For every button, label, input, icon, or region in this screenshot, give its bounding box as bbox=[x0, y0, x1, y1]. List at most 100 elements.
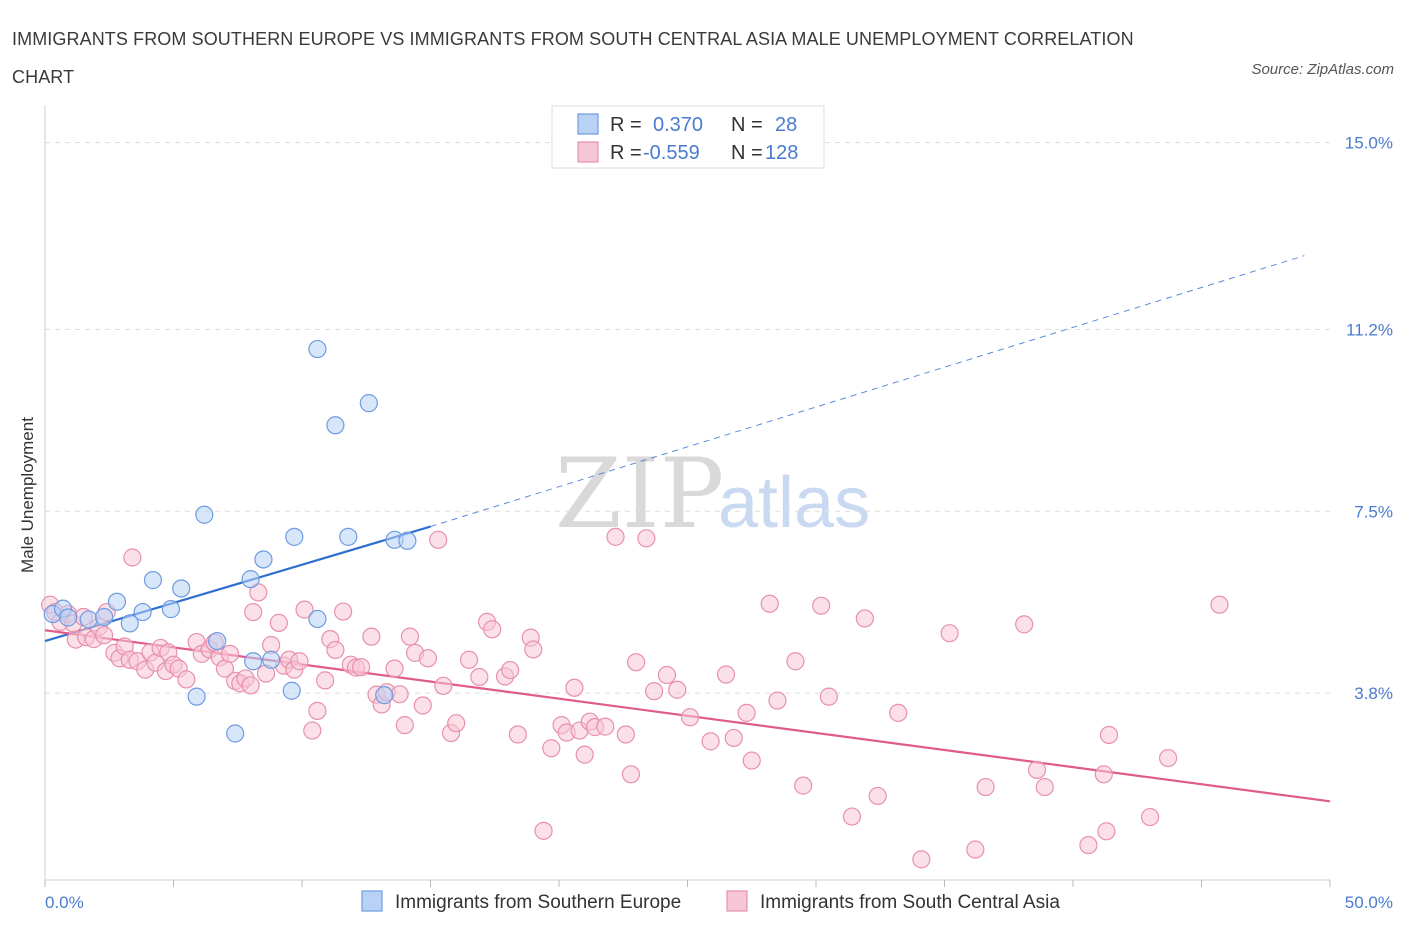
series-south-central-asia bbox=[41, 527, 1229, 869]
pink-point-82 bbox=[542, 739, 561, 758]
x-tick-label-1: 50.0% bbox=[1345, 893, 1393, 912]
y-axis-title: Male Unemployment bbox=[18, 417, 37, 573]
blue-point-26 bbox=[375, 686, 394, 705]
blue-point-15 bbox=[241, 570, 260, 589]
pink-point-99 bbox=[680, 708, 700, 727]
pink-point-104 bbox=[742, 751, 761, 770]
blue-point-7 bbox=[133, 602, 152, 622]
legend-r-value-1: 0.370 bbox=[653, 114, 703, 136]
pink-point-115 bbox=[912, 850, 931, 869]
pink-point-97 bbox=[657, 665, 677, 685]
blue-point-3 bbox=[79, 610, 98, 629]
pink-point-67 bbox=[418, 649, 438, 668]
pink-point-119 bbox=[1015, 615, 1034, 634]
bottom-legend-swatch-blue bbox=[361, 890, 383, 912]
legend-swatch-pink bbox=[577, 141, 599, 163]
legend-swatch-blue bbox=[577, 113, 599, 135]
chart-title: IMMIGRANTS FROM SOUTHERN EUROPE VS IMMIG… bbox=[12, 29, 1134, 87]
pink-point-50 bbox=[316, 671, 335, 690]
pink-point-81 bbox=[534, 821, 553, 840]
pink-point-107 bbox=[786, 652, 805, 671]
pink-point-52 bbox=[326, 640, 345, 660]
legend-r-label-2: R = bbox=[610, 142, 642, 164]
pink-point-94 bbox=[626, 653, 646, 672]
pink-point-127 bbox=[1158, 748, 1178, 768]
pink-point-47 bbox=[295, 600, 314, 619]
pink-point-62 bbox=[390, 685, 409, 704]
series-southern-europe bbox=[43, 339, 417, 743]
pink-point-117 bbox=[966, 840, 985, 859]
pink-point-120 bbox=[1027, 760, 1047, 779]
pink-point-69 bbox=[434, 676, 453, 695]
axes bbox=[44, 105, 1331, 887]
pink-point-37 bbox=[241, 676, 260, 695]
pink-point-92 bbox=[616, 725, 635, 744]
y-tick-labels: 3.8% 7.5% 11.2% 15.0% bbox=[1345, 134, 1393, 704]
blue-point-13 bbox=[208, 631, 227, 651]
blue-point-8 bbox=[143, 571, 163, 590]
pink-point-125 bbox=[1099, 725, 1119, 745]
blue-point-9 bbox=[161, 600, 181, 619]
pink-point-78 bbox=[508, 725, 527, 744]
watermark-zip: ZIP bbox=[555, 438, 724, 550]
trend-line-southern-europe-extrapolated bbox=[430, 255, 1305, 528]
pink-point-110 bbox=[819, 687, 838, 706]
blue-point-17 bbox=[254, 550, 273, 569]
pink-point-38 bbox=[244, 602, 263, 622]
bottom-legend-label-blue: Immigrants from Southern Europe bbox=[395, 892, 681, 913]
source-label: Source: ZipAtlas.com bbox=[1251, 61, 1394, 78]
pink-point-126 bbox=[1140, 807, 1160, 827]
pink-point-48 bbox=[303, 721, 322, 740]
blue-point-11 bbox=[187, 687, 206, 706]
pink-point-124 bbox=[1097, 822, 1116, 841]
blue-point-28 bbox=[398, 531, 417, 550]
pink-point-85 bbox=[565, 678, 584, 697]
blue-point-6 bbox=[120, 614, 139, 633]
x-tick-label-0: 0.0% bbox=[45, 893, 84, 912]
pink-point-98 bbox=[668, 680, 687, 699]
pink-point-112 bbox=[855, 609, 874, 628]
pink-point-57 bbox=[362, 627, 381, 646]
y-tick-label-2: 11.2% bbox=[1346, 320, 1393, 339]
blue-point-12 bbox=[195, 505, 214, 524]
pink-point-87 bbox=[575, 745, 594, 764]
legend-n-value-2: 128 bbox=[765, 142, 798, 164]
pink-point-93 bbox=[621, 765, 641, 784]
blue-point-21 bbox=[308, 609, 327, 629]
legend-n-value-1: 28 bbox=[775, 114, 797, 136]
blue-point-5 bbox=[107, 592, 127, 611]
pink-point-64 bbox=[400, 627, 420, 646]
pink-point-71 bbox=[447, 714, 466, 733]
y-tick-label-0: 3.8% bbox=[1354, 684, 1393, 703]
pink-point-26 bbox=[177, 670, 196, 689]
pink-point-33 bbox=[220, 644, 240, 663]
pink-point-63 bbox=[395, 716, 414, 735]
pink-point-111 bbox=[842, 807, 862, 826]
pink-point-95 bbox=[637, 529, 656, 548]
blue-point-23 bbox=[326, 416, 345, 435]
blue-point-24 bbox=[339, 527, 358, 546]
pink-point-105 bbox=[760, 594, 779, 613]
watermark: ZIP atlas bbox=[555, 438, 870, 550]
pink-point-123 bbox=[1094, 765, 1113, 784]
blue-point-25 bbox=[359, 394, 378, 413]
pink-point-102 bbox=[724, 728, 743, 748]
pink-point-106 bbox=[768, 691, 787, 710]
pink-point-108 bbox=[794, 776, 813, 795]
pink-point-109 bbox=[812, 596, 831, 615]
pink-point-96 bbox=[644, 682, 664, 701]
bottom-legend-swatch-pink bbox=[726, 890, 748, 912]
pink-point-91 bbox=[606, 527, 625, 546]
pink-point-56 bbox=[352, 658, 371, 677]
pink-point-103 bbox=[737, 703, 756, 722]
pink-point-113 bbox=[868, 786, 887, 806]
legend: R = 0.370 N = 28 R = -0.559 N = 128 bbox=[551, 105, 825, 169]
blue-point-20 bbox=[285, 527, 304, 546]
blue-point-14 bbox=[226, 724, 245, 743]
pink-point-121 bbox=[1035, 777, 1054, 797]
pink-point-10 bbox=[95, 626, 114, 645]
blue-point-2 bbox=[59, 608, 78, 627]
blue-point-22 bbox=[308, 339, 327, 359]
pink-point-100 bbox=[701, 732, 720, 751]
legend-n-label-1: N = bbox=[731, 114, 763, 136]
